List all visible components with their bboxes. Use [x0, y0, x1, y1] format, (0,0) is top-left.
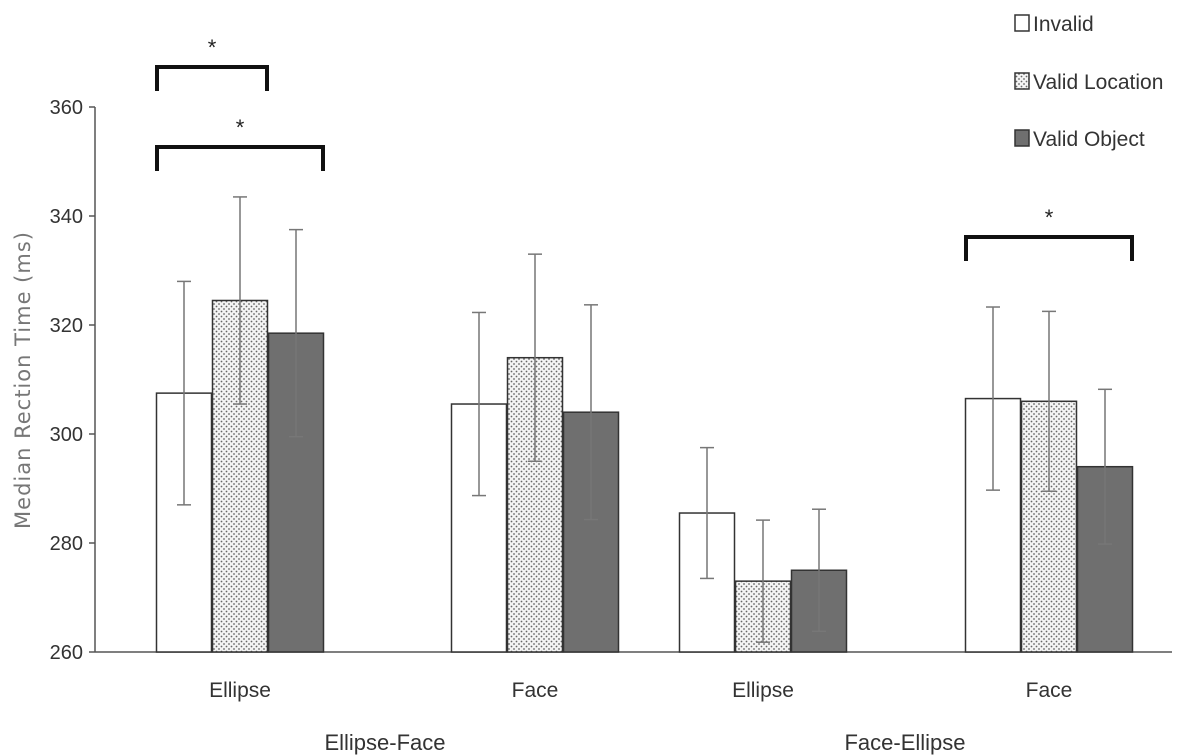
y-tick-label: 260 [50, 642, 83, 664]
legend-label: Valid Location [1033, 71, 1163, 94]
y-tick-label: 360 [50, 97, 83, 119]
legend-swatch [1014, 129, 1030, 147]
y-tick-label: 280 [50, 533, 83, 555]
significance-star: * [1045, 205, 1054, 230]
x-tick-label: Ellipse [209, 679, 271, 702]
group-label: Face-Ellipse [844, 730, 965, 755]
significance-brackets: * * * [155, 35, 1134, 261]
legend-label: Invalid [1033, 13, 1094, 36]
error-bars [177, 196, 1112, 643]
x-tick-label: Face [512, 679, 559, 702]
significance-star: * [236, 115, 245, 140]
significance-bracket [964, 235, 1134, 261]
significance-bracket [155, 65, 269, 91]
y-tick-label: 320 [50, 315, 83, 337]
y-tick-label: 300 [50, 424, 83, 446]
bars [155, 299, 1134, 653]
legend-swatch [1014, 14, 1030, 32]
x-tick-label: Ellipse [732, 679, 794, 702]
y-tick-label: 340 [50, 206, 83, 228]
x-tick-label: Face [1026, 679, 1073, 702]
legend-swatch [1014, 72, 1030, 90]
legend-label: Valid Object [1033, 128, 1145, 151]
significance-bracket [155, 145, 325, 171]
legend: Invalid Valid Location Valid Object [1014, 13, 1163, 151]
x-axis-labels: Ellipse Face Ellipse Face Ellipse-Face Face-E… [209, 679, 1072, 755]
significance-star: * [208, 35, 217, 60]
y-axis-label: Median Rection Time (ms) [11, 231, 35, 529]
group-label: Ellipse-Face [324, 730, 445, 755]
